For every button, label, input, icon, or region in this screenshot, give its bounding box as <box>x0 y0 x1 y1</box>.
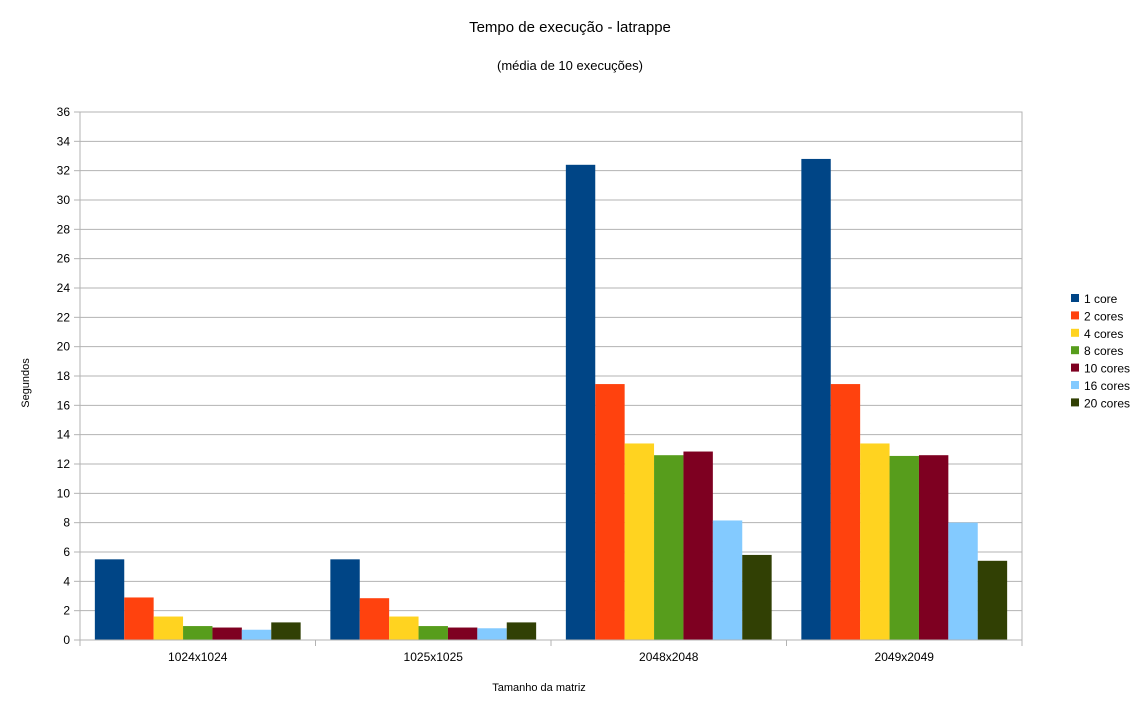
bar <box>889 455 919 640</box>
bar <box>595 384 625 640</box>
y-tick-label: 32 <box>57 164 71 178</box>
bar <box>683 451 713 640</box>
y-tick-label: 28 <box>57 222 71 236</box>
legend-label: 8 cores <box>1084 344 1123 358</box>
legend-item: 8 cores <box>1071 344 1123 358</box>
chart-subtitle: (média de 10 execuções) <box>497 58 643 73</box>
bar <box>153 616 184 640</box>
y-tick-label: 2 <box>63 604 70 618</box>
bar <box>624 443 655 640</box>
legend-label: 10 cores <box>1084 362 1130 376</box>
y-tick-label: 8 <box>63 516 70 530</box>
bar <box>506 622 537 640</box>
bar <box>801 158 831 640</box>
bar <box>860 443 890 640</box>
bar <box>565 164 596 641</box>
bar <box>359 598 390 640</box>
legend-swatch <box>1071 398 1079 407</box>
legend-item: 1 core <box>1071 292 1118 306</box>
bar <box>183 626 213 640</box>
bar <box>124 597 154 640</box>
legend: 1 core 2 cores 4 cores 8 cores 10 cores 16 co… <box>1071 292 1130 410</box>
x-tick-label: 1025x1025 <box>404 650 464 664</box>
bar <box>830 384 861 640</box>
bar <box>389 616 419 640</box>
x-tick-labels: 1024x1024 1025x1025 2048x2048 2049x2049 <box>168 650 934 664</box>
bar <box>241 629 272 640</box>
bar <box>477 628 507 640</box>
y-tick-label: 34 <box>57 134 71 148</box>
bar <box>418 626 448 640</box>
y-tick-label: 0 <box>63 633 70 647</box>
bar <box>447 627 478 640</box>
bar <box>212 627 242 640</box>
y-tick-label: 10 <box>57 486 71 500</box>
bar <box>654 455 684 640</box>
gridlines <box>80 111 1022 641</box>
y-tick-label: 24 <box>57 281 71 295</box>
y-tick-label: 16 <box>57 398 71 412</box>
legend-item: 20 cores <box>1071 396 1130 410</box>
y-tick-label: 6 <box>63 545 70 559</box>
y-tick-label: 12 <box>57 457 71 471</box>
bar <box>271 622 301 640</box>
legend-swatch <box>1071 328 1079 337</box>
bar <box>977 560 1008 640</box>
bar <box>918 455 949 640</box>
bar <box>94 559 125 640</box>
x-tick-label: 1024x1024 <box>168 650 228 664</box>
y-tick-label: 30 <box>57 193 71 207</box>
legend-item: 2 cores <box>1071 309 1123 323</box>
legend-item: 10 cores <box>1071 362 1130 376</box>
y-tick-label: 36 <box>57 105 71 119</box>
y-axis-title: Segundos <box>20 358 32 408</box>
y-tick-label: 20 <box>57 340 71 354</box>
y-tick-label: 14 <box>57 428 71 442</box>
legend-swatch <box>1071 294 1079 302</box>
legend-swatch <box>1071 363 1079 372</box>
y-tick-label: 4 <box>63 574 70 588</box>
x-tick-label: 2049x2049 <box>875 650 935 664</box>
bars <box>94 158 1008 641</box>
bar <box>948 522 978 640</box>
legend-item: 4 cores <box>1071 327 1123 341</box>
legend-swatch <box>1071 381 1079 389</box>
legend-label: 1 core <box>1084 292 1118 306</box>
bar <box>712 520 743 640</box>
legend-label: 4 cores <box>1084 327 1123 341</box>
y-tick-label: 26 <box>57 252 71 266</box>
legend-label: 2 cores <box>1084 309 1123 323</box>
legend-swatch <box>1071 311 1079 320</box>
legend-label: 16 cores <box>1084 379 1130 393</box>
y-tick-label: 18 <box>57 369 71 383</box>
x-axis-title: Tamanho da matriz <box>492 682 586 694</box>
y-tick-label: 22 <box>57 310 71 324</box>
axes <box>74 111 1023 646</box>
chart-title: Tempo de execução - latrappe <box>469 19 671 36</box>
legend-swatch <box>1071 346 1079 355</box>
bar <box>742 554 772 640</box>
bar <box>330 559 360 640</box>
legend-label: 20 cores <box>1084 396 1130 410</box>
legend-item: 16 cores <box>1071 379 1130 393</box>
x-tick-label: 2048x2048 <box>639 650 699 664</box>
